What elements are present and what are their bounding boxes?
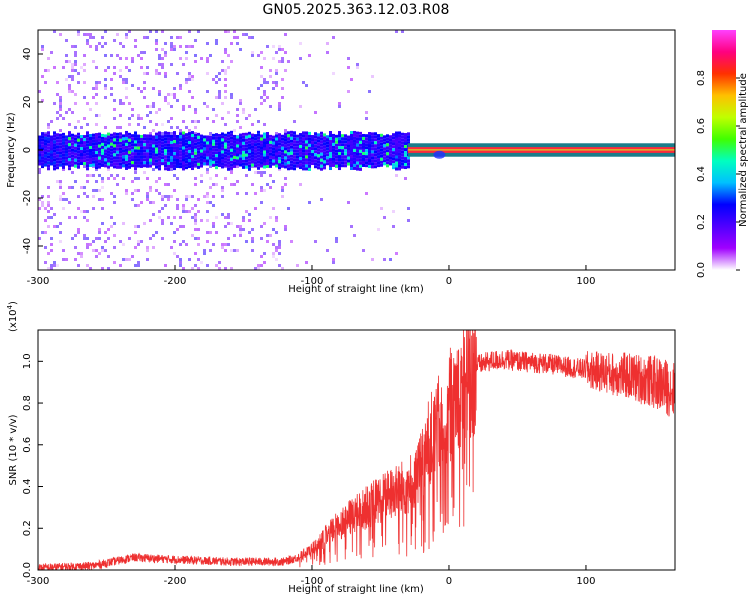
snr-x-ticks: -300 -200 -100 0 100 xyxy=(27,565,596,587)
colorbar: 0.0 0.2 0.4 0.6 0.8 Normalized spectral ampl… xyxy=(696,30,749,278)
colorbar-tick-label: 0.4 xyxy=(696,166,707,182)
colorbar-label: Normalized spectral amplitude xyxy=(738,73,749,227)
y-tick-label: 0.0 xyxy=(22,562,33,578)
snr-frame xyxy=(37,329,676,571)
figure-title: GN05.2025.363.12.03.R08 xyxy=(263,2,450,18)
y-tick-label: 40 xyxy=(22,48,33,61)
x-tick-label: -200 xyxy=(164,276,187,287)
y-tick-label: 0 xyxy=(22,147,33,153)
y-tick-label: 20 xyxy=(22,96,33,109)
x-tick-label: -100 xyxy=(301,276,324,287)
y-tick-label: 0.6 xyxy=(22,437,33,453)
x-tick-label: 100 xyxy=(576,576,595,587)
y-tick-label: 1.0 xyxy=(22,353,33,369)
x-tick-label: -100 xyxy=(301,576,324,587)
x-tick-label: -300 xyxy=(27,276,50,287)
y-tick-label: 0.2 xyxy=(22,520,33,536)
snr-y-multiplier: (x104) xyxy=(6,301,19,332)
snr-panel: -300 -200 -100 0 100 0.0 0.2 0.4 0.6 0.8 1.0 Heig… xyxy=(6,301,676,595)
snr-y-label: SNR (10 * v/v) xyxy=(8,414,19,485)
y-tick-label: 0.8 xyxy=(22,395,33,411)
snr-x-label: Height of straight line (km) xyxy=(288,584,424,595)
x-tick-label: -200 xyxy=(164,576,187,587)
x-tick-label: -300 xyxy=(27,576,50,587)
colorbar-tick-label: 0.6 xyxy=(696,118,707,134)
colorbar-tick-label: 0.0 xyxy=(696,262,707,278)
snr-y-ticks: 0.0 0.2 0.4 0.6 0.8 1.0 xyxy=(22,353,43,578)
colorbar-gradient xyxy=(712,30,736,270)
x-tick-label: 100 xyxy=(576,276,595,287)
y-tick-label: -20 xyxy=(22,190,33,206)
x-tick-label: 0 xyxy=(446,276,452,287)
spectrogram-y-ticks: -40 -20 0 20 40 xyxy=(22,48,43,254)
spectrogram-y-label: Frequency (Hz) xyxy=(6,112,17,188)
colorbar-tick-label: 0.8 xyxy=(696,70,707,86)
colorbar-tick-label: 0.2 xyxy=(696,214,707,230)
x-tick-label: 0 xyxy=(446,576,452,587)
colorbar-ticks: 0.0 0.2 0.4 0.6 0.8 xyxy=(696,70,740,278)
snr-series-line xyxy=(38,330,675,570)
y-tick-label: -40 xyxy=(22,238,33,254)
y-tick-label: 0.4 xyxy=(22,479,33,495)
spectrogram-x-label: Height of straight line (km) xyxy=(288,284,424,295)
spectrogram-x-ticks: -300 -200 -100 0 100 xyxy=(27,265,596,287)
spectrogram-cells xyxy=(38,30,675,270)
